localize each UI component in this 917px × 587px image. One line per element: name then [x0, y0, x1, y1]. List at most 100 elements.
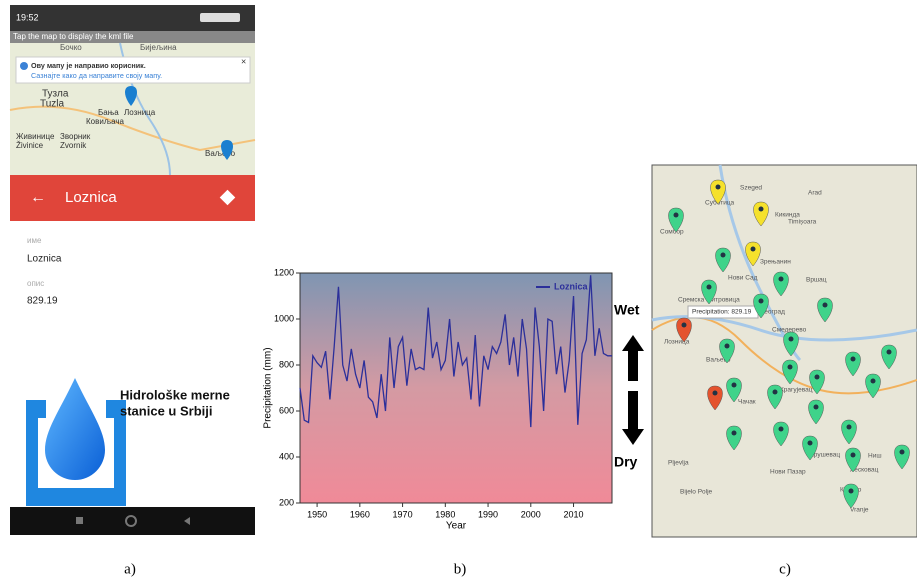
pin-dot [713, 391, 718, 396]
x-tick-label: 2000 [521, 509, 541, 519]
pin-dot [851, 453, 856, 458]
field-value: Loznica [27, 254, 62, 265]
caption: a) [124, 561, 136, 577]
map-label: Ковиљача [86, 117, 125, 126]
map-label: Лозница [124, 108, 156, 117]
map-label: Živinice [16, 141, 44, 150]
pin-dot [773, 390, 778, 395]
map-label: Вршац [806, 277, 827, 284]
app-name: Hidrološke merne [120, 387, 230, 402]
map-label: Крагујевац [780, 387, 813, 394]
back-button[interactable]: ← [30, 189, 46, 206]
legend-label: Loznica [554, 281, 588, 291]
info-icon [20, 62, 28, 70]
map-label: Bijelo Polje [680, 489, 713, 496]
map-label: Tuzla [40, 99, 65, 110]
wet-arrow [622, 335, 644, 381]
status-icons [200, 13, 240, 22]
y-axis-label: Precipitation (mm) [263, 347, 274, 428]
annotation: Dry [614, 454, 638, 470]
pin-dot [759, 207, 764, 212]
pin-dot [849, 489, 854, 494]
map-label: Zvornik [60, 141, 87, 150]
nav-bar [10, 507, 255, 535]
x-tick-label: 2010 [564, 509, 584, 519]
x-tick-label: 1960 [350, 509, 370, 519]
notice-text: Ову мапу је направио корисник. [31, 61, 146, 70]
app-header [10, 175, 255, 221]
map-label: Живинице [16, 132, 55, 141]
pin-dot [732, 431, 737, 436]
map-label: Pljevlja [668, 460, 689, 467]
map-label: Szeged [740, 185, 762, 192]
x-tick-label: 1990 [478, 509, 498, 519]
map-label: Кикинда [775, 212, 800, 219]
pin-dot [815, 375, 820, 380]
field-label: опис [27, 279, 44, 288]
pin-dot [759, 299, 764, 304]
notice-link[interactable]: Сазнајте како да направите своју мапу. [31, 71, 162, 80]
app-name: stanice u Srbiji [120, 403, 212, 418]
pin-dot [871, 379, 876, 384]
phone: 19:52 Tap the map to display the kml fil… [10, 5, 255, 535]
pin-dot [887, 350, 892, 355]
pin-dot [788, 365, 793, 370]
y-tick-label: 1000 [274, 313, 294, 323]
banner-text: Tap the map to display the kml file [13, 32, 134, 41]
caption: c) [779, 561, 791, 577]
pin-dot [674, 213, 679, 218]
pin-dot [682, 323, 687, 328]
map-label: Бочко [60, 43, 82, 52]
pin-dot [707, 285, 712, 290]
y-tick-label: 200 [279, 497, 294, 507]
y-tick-label: 800 [279, 359, 294, 369]
pin-dot [900, 450, 905, 455]
x-tick-label: 1970 [393, 509, 413, 519]
pin-dot [823, 303, 828, 308]
map-background [652, 165, 917, 537]
caption: b) [454, 561, 467, 577]
map-label: Arad [808, 190, 822, 197]
nav-recent[interactable] [76, 517, 83, 524]
map-label: Сомбор [660, 228, 684, 236]
map-label: Зворник [60, 132, 91, 141]
header-title: Loznica [65, 189, 117, 206]
figure: 19:52 Tap the map to display the kml fil… [0, 0, 917, 582]
pin-dot [721, 253, 726, 258]
tooltip-text: Precipitation: 829.19 [692, 309, 752, 316]
map-label: Timișoara [788, 219, 817, 226]
field-value: 829.19 [27, 296, 58, 307]
map-label: Ниш [868, 453, 882, 460]
map-label: Бања [98, 108, 119, 117]
map-label: Чачак [738, 399, 756, 406]
close-button[interactable]: × [241, 56, 246, 66]
map-label: Vranje [850, 507, 869, 514]
pin-dot [732, 383, 737, 388]
pin-dot [851, 357, 856, 362]
field-label: име [27, 236, 42, 245]
pin-dot [847, 425, 852, 430]
x-axis-label: Year [446, 521, 467, 532]
status-time: 19:52 [16, 12, 39, 22]
pin-dot [814, 405, 819, 410]
dry-arrow [622, 391, 644, 445]
x-tick-label: 1950 [307, 509, 327, 519]
y-tick-label: 400 [279, 451, 294, 461]
map-panel: Precipitation: 829.19 SzegedAradСуботица… [652, 165, 917, 537]
pin-dot [779, 427, 784, 432]
y-tick-label: 600 [279, 405, 294, 415]
x-tick-label: 1980 [435, 509, 455, 519]
pin-dot [808, 441, 813, 446]
pin-dot [751, 247, 756, 252]
map-label: Зрењанин [760, 259, 791, 266]
pin-dot [789, 337, 794, 342]
map-label: Бијељина [140, 43, 177, 52]
annotation: Wet [614, 302, 640, 318]
map-label: Нови Сад [728, 275, 758, 282]
y-tick-label: 1200 [274, 267, 294, 277]
pin-dot [779, 277, 784, 282]
map-label: Нови Пазар [770, 469, 806, 476]
pin-dot [716, 185, 721, 190]
pin-dot [725, 344, 730, 349]
line-chart: Year Precipitation (mm) Wet Dry 200 400 60… [263, 267, 644, 531]
